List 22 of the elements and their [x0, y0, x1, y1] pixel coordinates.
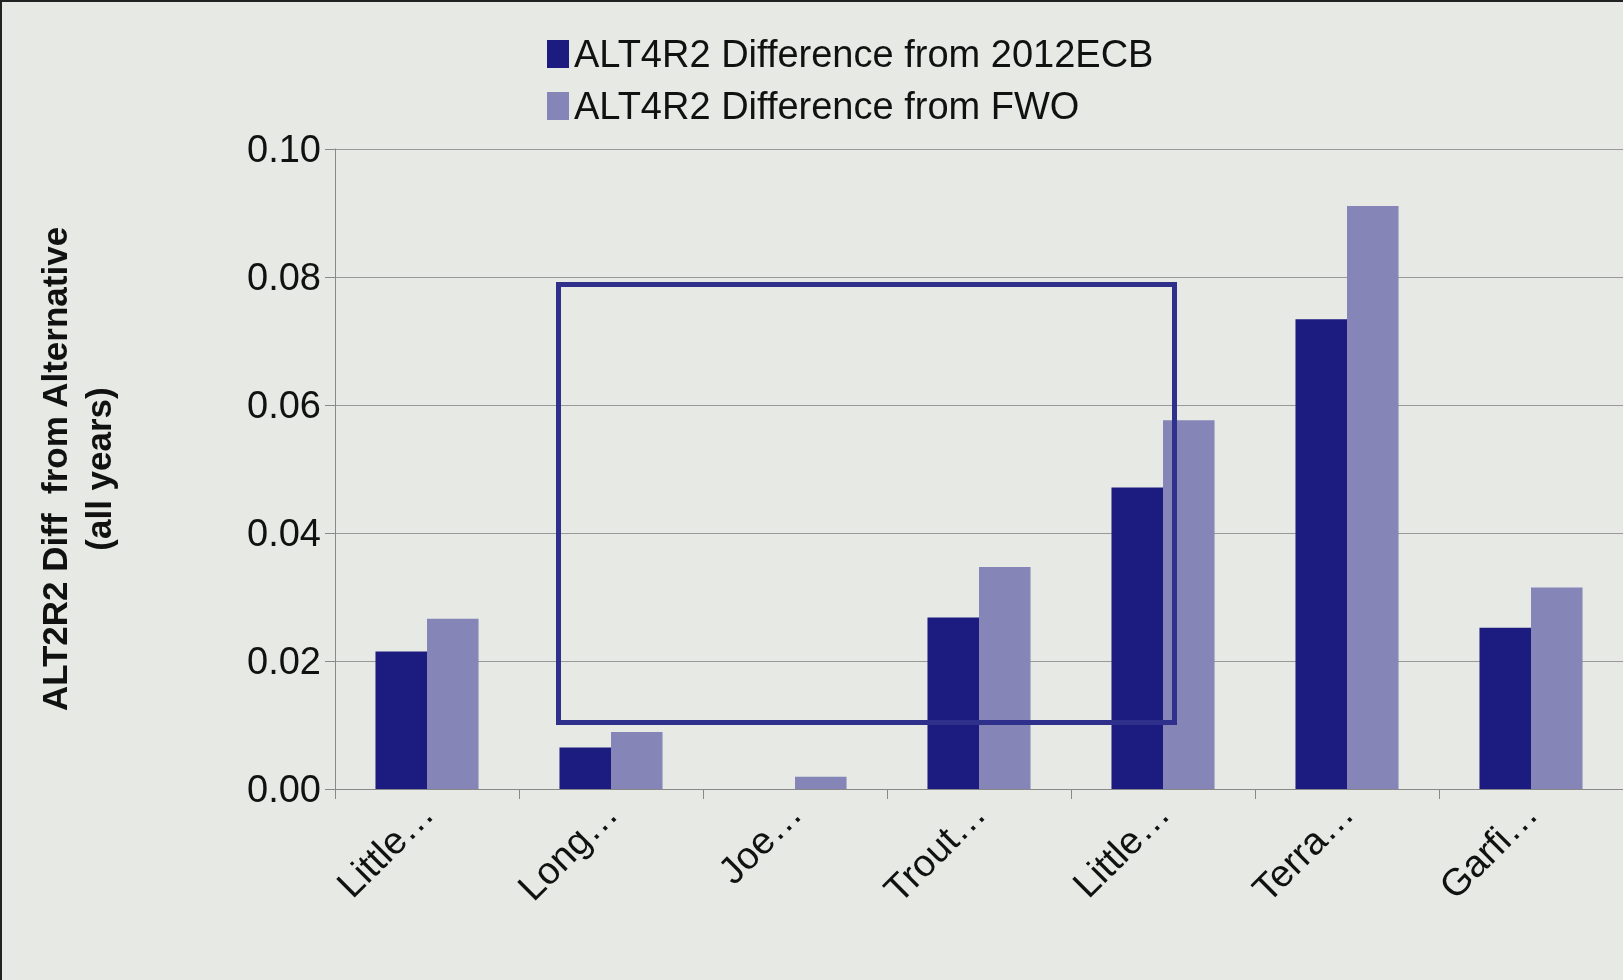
bar	[795, 776, 847, 789]
bar	[559, 747, 611, 789]
bar	[1111, 487, 1163, 789]
y-tick-label: 0.10	[247, 128, 321, 170]
bar	[1479, 627, 1531, 789]
bar	[427, 618, 479, 789]
y-tick-label: 0.08	[247, 256, 321, 298]
y-tick-label: 0.02	[247, 640, 321, 682]
legend-label: ALT4R2 Difference from FWO	[574, 85, 1080, 127]
bar	[611, 732, 663, 789]
bar	[927, 617, 979, 789]
y-tick-label: 0.06	[247, 384, 321, 426]
y-tick-label: 0.04	[247, 512, 321, 554]
bar	[1531, 587, 1583, 789]
bar	[979, 566, 1031, 789]
bar	[1347, 205, 1399, 789]
y-tick-label: 0.00	[247, 768, 321, 810]
bar	[1163, 420, 1215, 789]
bar	[375, 651, 427, 789]
y-axis-title: ALT2R2 Diff from Alternative (all years)	[34, 226, 118, 712]
legend-label: ALT4R2 Difference from 2012ECB	[574, 33, 1154, 75]
bar	[1295, 319, 1347, 789]
